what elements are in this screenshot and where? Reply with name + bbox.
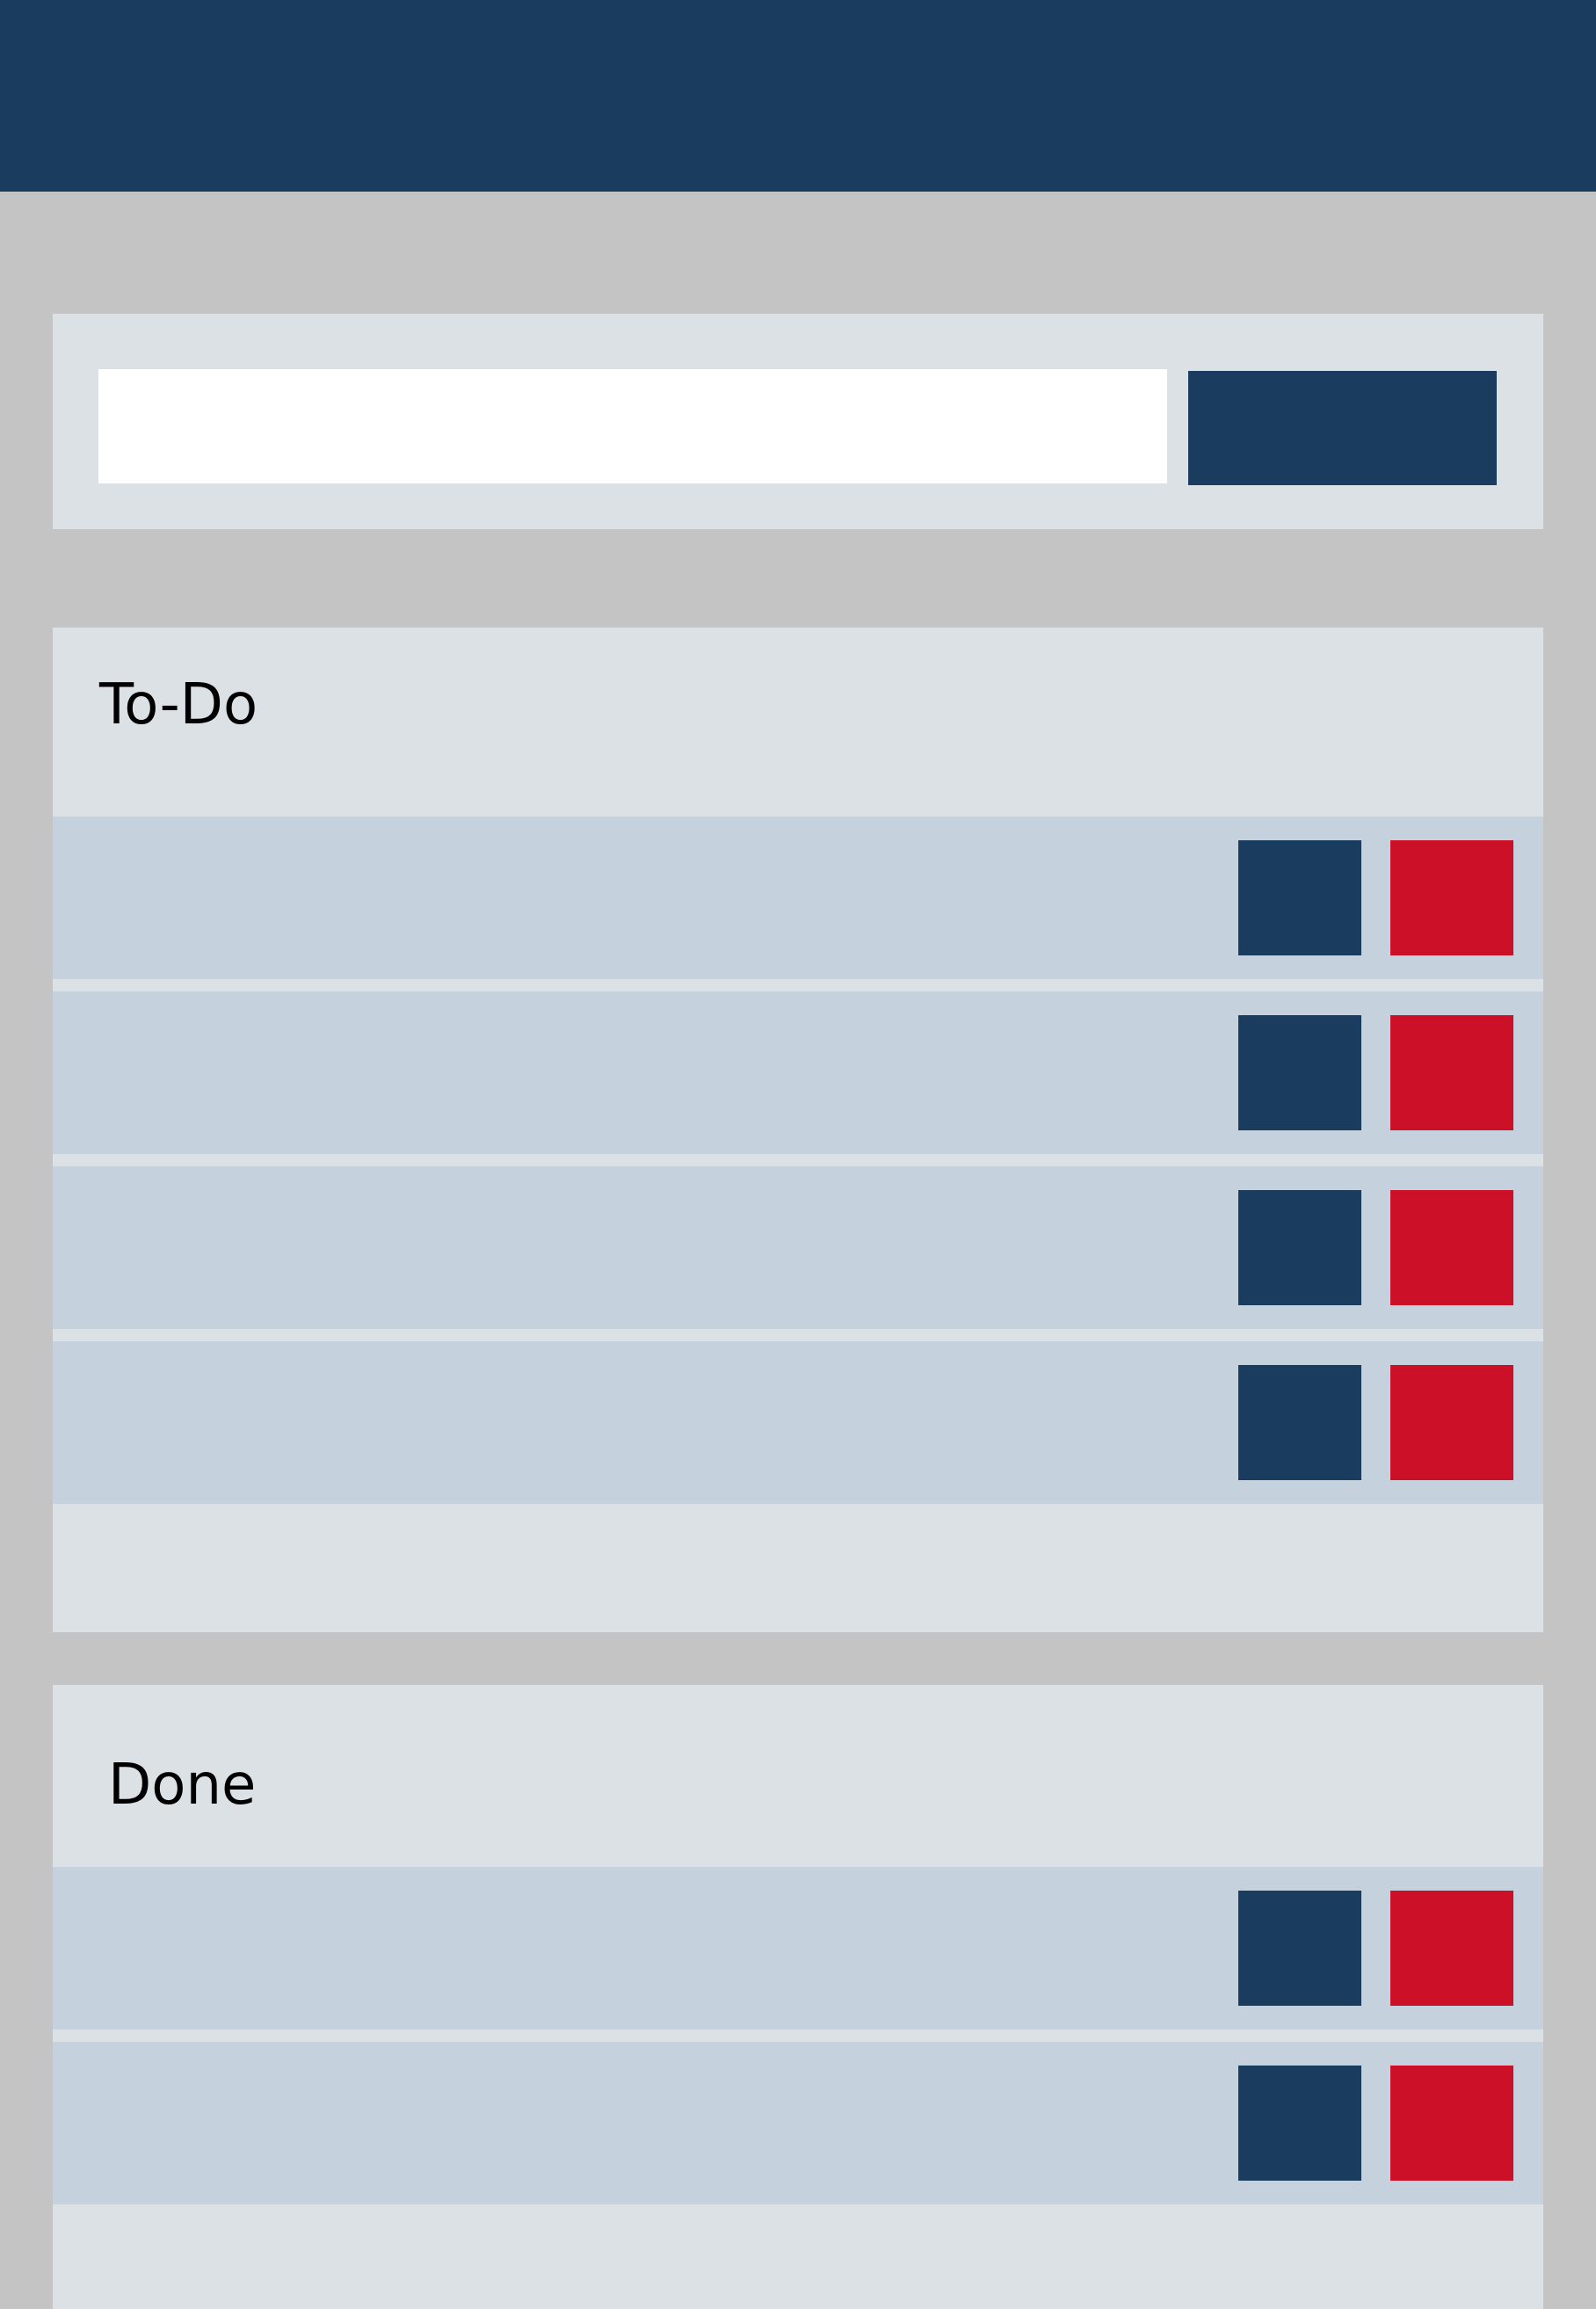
done-item <box>53 1867 1543 2029</box>
delete-task-button[interactable] <box>1390 1190 1513 1305</box>
add-task-panel <box>53 314 1543 529</box>
app-header <box>0 0 1596 192</box>
add-task-button[interactable] <box>1188 371 1497 485</box>
complete-task-button[interactable] <box>1238 840 1361 955</box>
done-title: Done <box>108 1753 257 1818</box>
done-list: Done <box>53 1685 1543 2309</box>
delete-task-button[interactable] <box>1390 840 1513 955</box>
done-item <box>53 2042 1543 2204</box>
delete-task-button[interactable] <box>1390 1891 1513 2006</box>
delete-task-button[interactable] <box>1390 2066 1513 2181</box>
todo-title: To-Do <box>99 672 258 737</box>
complete-task-button[interactable] <box>1238 1891 1361 2006</box>
todo-item <box>53 817 1543 979</box>
todo-list: To-Do <box>53 628 1543 1632</box>
delete-task-button[interactable] <box>1390 1015 1513 1130</box>
todo-item <box>53 991 1543 1154</box>
complete-task-button[interactable] <box>1238 1365 1361 1480</box>
todo-item <box>53 1166 1543 1329</box>
complete-task-button[interactable] <box>1238 2066 1361 2181</box>
new-task-input[interactable] <box>98 369 1167 483</box>
complete-task-button[interactable] <box>1238 1190 1361 1305</box>
delete-task-button[interactable] <box>1390 1365 1513 1480</box>
todo-item <box>53 1341 1543 1504</box>
complete-task-button[interactable] <box>1238 1015 1361 1130</box>
